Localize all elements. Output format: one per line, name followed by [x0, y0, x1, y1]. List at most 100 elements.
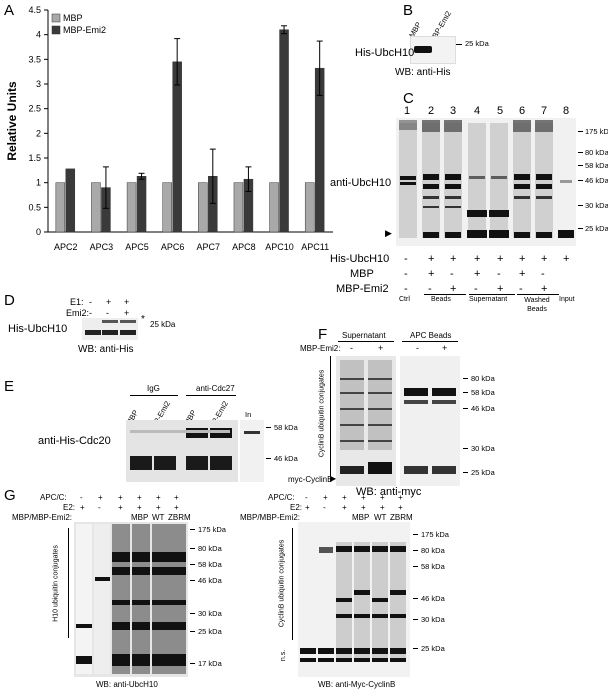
lane-number: 1 — [404, 105, 411, 117]
row-label: His-UbcH10 — [8, 323, 68, 335]
sign: - — [305, 493, 308, 502]
y-tick-label: 1.5 — [28, 153, 41, 163]
row-label: MBP — [350, 268, 374, 280]
x-tick-label: APC7 — [197, 242, 221, 252]
bar — [91, 182, 101, 233]
marker-label: 46 kDa — [471, 404, 495, 413]
y-axis-label: Relative Units — [5, 81, 19, 161]
blot-b — [410, 36, 456, 64]
marker-label: 17 kDa — [198, 659, 222, 668]
bar — [55, 182, 66, 233]
sign: - — [497, 268, 501, 280]
row-label: MBP/MBP-Emi2: — [12, 513, 73, 522]
sign: + — [497, 253, 504, 265]
legend-swatch — [51, 13, 61, 23]
group-label: Beads — [431, 296, 451, 303]
marker-label: 25 kDa — [198, 627, 222, 636]
bar — [136, 176, 147, 233]
y-tick-label: 0 — [36, 227, 41, 237]
bar — [172, 61, 182, 233]
y-tick-label: 1 — [36, 178, 41, 188]
bar — [162, 182, 172, 233]
sign: + — [541, 253, 548, 265]
sign: - — [89, 297, 92, 307]
marker-label: 175 kDa — [198, 525, 226, 534]
marker-label: 58 kDa — [198, 560, 222, 569]
sign: + — [118, 493, 123, 502]
lane-number: 8 — [563, 105, 570, 117]
star-marker: * — [141, 314, 145, 325]
lane-number: 6 — [519, 105, 526, 117]
row-label: MBP/MBP-Emi2: — [240, 513, 301, 522]
wb-label: WB: anti-His — [395, 67, 451, 78]
bar — [269, 182, 279, 233]
sign: + — [156, 503, 161, 512]
x-tick-label: APC8 — [232, 242, 256, 252]
marker-label: 30 kDa — [585, 201, 608, 210]
marker-label: 30 kDa — [471, 444, 495, 453]
x-tick-label: APC6 — [161, 242, 185, 252]
marker-label: 46 kDa — [274, 454, 298, 463]
sign: - — [323, 503, 326, 512]
sign: + — [380, 493, 385, 502]
sign: + — [442, 343, 448, 353]
sign: - — [350, 343, 353, 353]
sign: - — [404, 253, 408, 265]
y-tick-label: 0.5 — [28, 202, 41, 212]
lane-number: 2 — [428, 105, 435, 117]
marker-label: 30 kDa — [198, 609, 222, 618]
row-label: Emi2: — [66, 308, 90, 318]
sign: + — [474, 268, 481, 280]
sign: + — [106, 297, 112, 307]
sign: + — [342, 493, 347, 502]
marker-label: 30 kDa — [421, 615, 445, 624]
sign: - — [80, 493, 83, 502]
lane-number: 7 — [541, 105, 548, 117]
side-label: CyclinB ubiquitin conjugates — [278, 539, 286, 628]
blot-f — [336, 356, 460, 486]
sign: + — [380, 503, 385, 512]
sign: - — [404, 283, 408, 295]
bar — [126, 182, 137, 233]
bar — [198, 182, 208, 233]
row-label: APC/C: — [40, 493, 67, 502]
x-tick-label: APC2 — [54, 242, 78, 252]
marker-label: 25 kDa — [421, 644, 445, 653]
row-label: MBP-Emi2: — [300, 344, 341, 353]
marker-label: 46 kDa — [198, 576, 222, 585]
sign: + — [305, 503, 310, 512]
blot-d — [82, 318, 138, 340]
bar — [65, 168, 76, 233]
y-tick-label: 4 — [36, 30, 41, 40]
y-tick-label: 4.5 — [28, 5, 41, 15]
sign: + — [124, 297, 130, 307]
bar — [233, 182, 244, 233]
bar — [279, 29, 289, 233]
row-label: myc-CyclinB — [288, 475, 333, 484]
marker-label: 175 kDa — [421, 530, 449, 539]
y-tick-label: 2 — [36, 128, 41, 138]
row-label: E2: — [290, 503, 303, 512]
bar — [304, 182, 315, 233]
sign: - — [404, 268, 408, 280]
lane-number: 5 — [497, 105, 504, 117]
bar-chart: 0 0.5 1 1.5 2 2.5 3 3.5 4 4.5 Relative Units APC2 AP… — [5, 5, 333, 252]
row-label: MBP-Emi2 — [336, 283, 389, 295]
panel-label-d: D — [4, 292, 15, 309]
group-label: Ctrl — [399, 296, 410, 303]
group-label: anti-Cdc27 — [196, 384, 235, 393]
marker-label: 25 kDa — [465, 39, 489, 48]
legend-label: MBP-Emi2 — [63, 25, 106, 35]
row-label: E2: — [63, 503, 76, 512]
wb-label: WB: anti-Myc-CyclinB — [318, 680, 396, 689]
sign: - — [474, 283, 478, 295]
sign: + — [450, 283, 457, 295]
row-label: anti-His-Cdc20 — [38, 435, 111, 447]
sign: - — [541, 268, 545, 280]
lane-label: WT — [374, 513, 387, 522]
row-label: His-UbcH10 — [355, 47, 415, 59]
marker-label: 58 kDa — [421, 562, 445, 571]
side-label: CyclinB ubiquitin conjugates — [318, 369, 326, 458]
sign: - — [89, 308, 92, 318]
panel-label-b: B — [403, 2, 414, 19]
